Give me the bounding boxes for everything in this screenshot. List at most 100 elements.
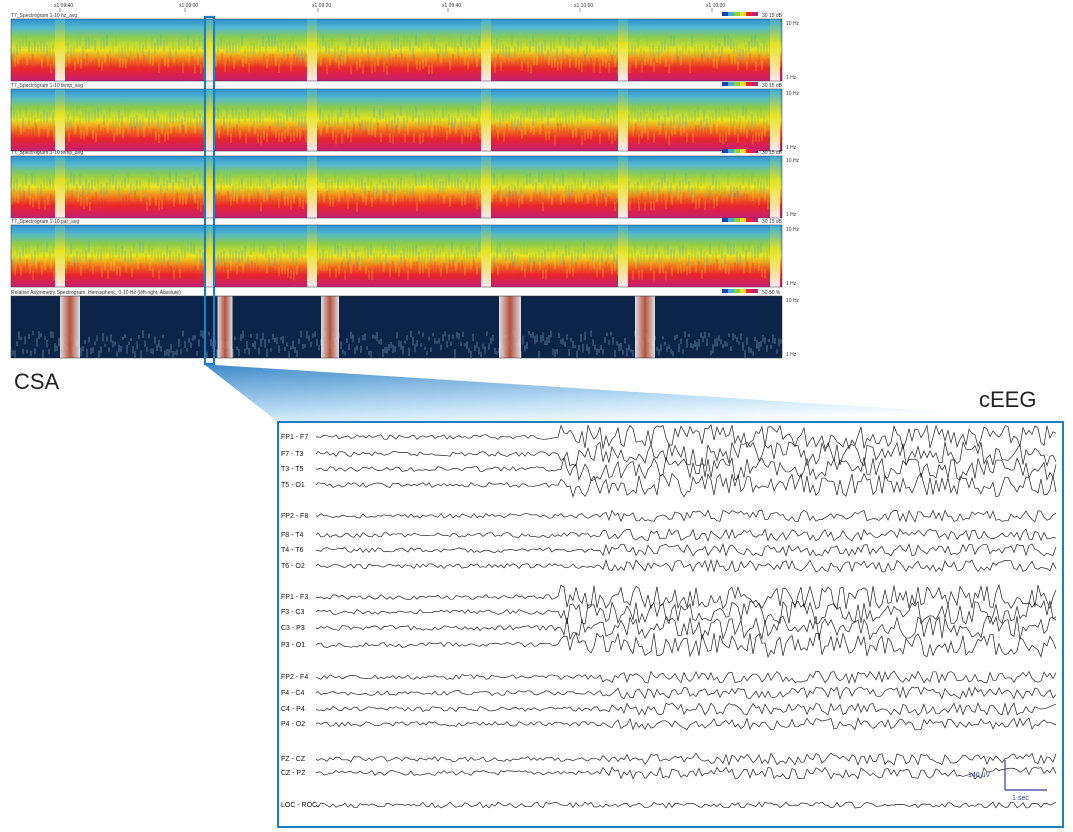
channel-label: CZ - PZ	[281, 770, 306, 777]
seizure-band	[618, 156, 628, 218]
eeg-trace	[315, 670, 1057, 685]
csa-label: CSA	[14, 369, 60, 394]
seizure-band	[770, 89, 780, 151]
zoom-fan	[205, 365, 1073, 422]
channel-label: P3 - O1	[281, 642, 305, 649]
seizure-band	[55, 156, 65, 218]
colorbar-cell	[746, 149, 752, 153]
colorbar-cell	[722, 149, 728, 153]
channel-label: FP1 - F7	[281, 434, 308, 441]
time-tick-label: x1 10:00	[574, 3, 593, 9]
channel-label: FP2 - F8	[281, 513, 308, 520]
asymmetry-burst	[321, 296, 339, 358]
eeg-trace	[315, 440, 1057, 467]
asymmetry-burst	[635, 296, 655, 358]
colorbar-cell	[722, 289, 728, 293]
colorbar-cell	[728, 149, 734, 153]
time-tick-label: x1 09:20	[312, 3, 331, 9]
eeg-trace	[315, 583, 1057, 610]
csa-panel-title: T7_Spectrogram 1-10 par_avg	[11, 219, 79, 225]
eeg-trace	[315, 615, 1057, 641]
channel-label: FP1 - F3	[281, 594, 308, 601]
seizure-band	[55, 89, 65, 151]
colorbar-cell	[752, 82, 758, 86]
channel-label: P4 - O2	[281, 721, 305, 728]
colorbar-cell	[722, 12, 728, 16]
hz-bottom-label: 1 Hz	[786, 145, 797, 151]
seizure-band	[481, 89, 491, 151]
csa-panel: Relative Asymmetry Spectrogram, Hemisphe…	[10, 289, 800, 361]
eeg-trace	[315, 456, 1057, 482]
seizure-band	[770, 225, 780, 287]
hz-top-label: 10 Hz	[786, 91, 800, 97]
colorbar-cell	[734, 82, 740, 86]
scale-time-label: 1 sec	[1012, 795, 1029, 802]
spectrogram-field	[11, 156, 782, 218]
colorbar-cell	[728, 82, 734, 86]
channel-label: FZ - CZ	[281, 756, 306, 763]
colorbar-cell	[746, 82, 752, 86]
spectrogram-field	[11, 89, 782, 151]
csa-panel-scale: 30 15 dB	[762, 150, 783, 156]
spectrogram-field	[11, 225, 782, 287]
seizure-band	[205, 156, 215, 218]
csa-panel-title: Relative Asymmetry Spectrogram, Hemisphe…	[11, 290, 181, 296]
colorbar-cell	[740, 149, 746, 153]
seizure-band	[307, 156, 317, 218]
colorbar-cell	[728, 12, 734, 16]
colorbar-cell	[728, 289, 734, 293]
eeg-trace	[315, 528, 1057, 542]
seizure-band	[205, 89, 215, 151]
eeg-trace	[315, 599, 1057, 625]
eeg-trace	[315, 472, 1057, 498]
eeg-trace	[315, 542, 1057, 557]
hz-bottom-label: 1 Hz	[786, 75, 797, 81]
seizure-band	[618, 89, 628, 151]
time-tick-label: x1 09:40	[442, 3, 461, 9]
colorbar-cell	[722, 82, 728, 86]
colorbar-cell	[734, 218, 740, 222]
colorbar-cell	[728, 218, 734, 222]
hz-top-label: 10 Hz	[786, 158, 800, 164]
ceeg-panel: FP1 - F7 F7 - T3 T3 - T5 T5 - O1 FP2 - F8 F8 …	[277, 421, 1064, 828]
time-tick-label: x1 09:00	[179, 3, 198, 9]
colorbar-cell	[746, 218, 752, 222]
colorbar-cell	[752, 289, 758, 293]
channel-label: F3 - C3	[281, 609, 304, 616]
seizure-band	[55, 19, 65, 81]
seizure-band	[307, 89, 317, 151]
colorbar-cell	[722, 218, 728, 222]
seizure-band	[307, 225, 317, 287]
eeg-trace	[315, 509, 1057, 523]
seizure-band	[770, 156, 780, 218]
channel-label: T3 - T5	[281, 466, 304, 473]
channel-label: FP2 - F4	[281, 674, 308, 681]
hz-bottom-label: 1 Hz	[786, 212, 797, 218]
time-tick-label: x1 09:40	[54, 3, 73, 9]
time-tick-label: x1 10:20	[706, 3, 725, 9]
channel-label: F7 - T3	[281, 451, 304, 458]
csa-panel-title: T7_Spectrogram 1-10 hz_avg	[11, 13, 77, 19]
colorbar-cell	[740, 12, 746, 16]
eeg-trace	[316, 424, 1057, 450]
colorbar-cell	[740, 218, 746, 222]
colorbar-cell	[734, 12, 740, 16]
eeg-trace	[315, 686, 1057, 700]
hz-top-label: 10 Hz	[786, 227, 800, 233]
hz-bottom-label: 1 Hz	[786, 281, 797, 287]
seizure-band	[307, 19, 317, 81]
hz-top-label: 10 Hz	[786, 298, 800, 304]
ceeg-label: cEEG	[979, 387, 1036, 412]
colorbar-cell	[752, 149, 758, 153]
hz-top-label: 10 Hz	[786, 21, 800, 27]
channel-label: T5 - O1	[281, 482, 305, 489]
colorbar-cell	[734, 289, 740, 293]
csa-panel-title: T7_Spectrogram 1-10 temp_avg	[11, 83, 83, 89]
channel-label: F8 - T4	[281, 532, 304, 539]
seizure-band	[205, 19, 215, 81]
csa-panel-title: T7_Spectrogram 1-10 temp_avg	[11, 150, 83, 156]
